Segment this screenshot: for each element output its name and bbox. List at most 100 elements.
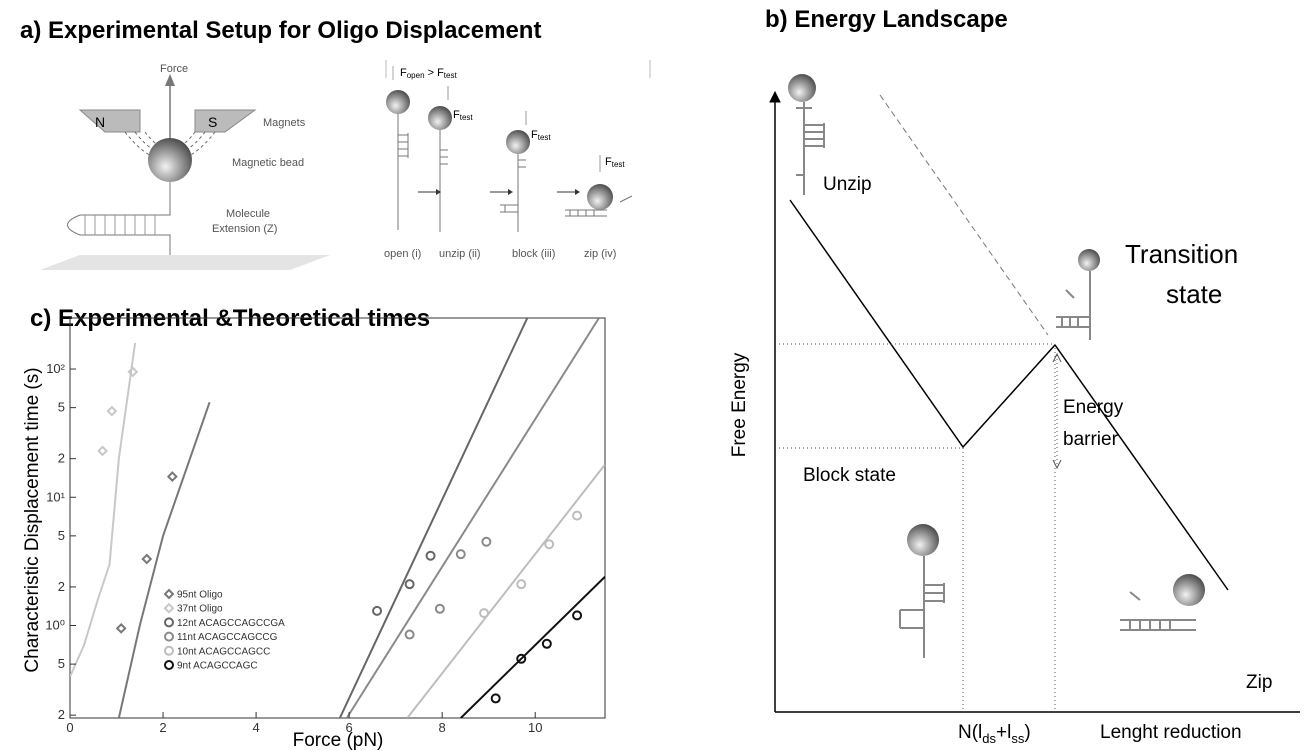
fit-line [460,576,605,718]
symbol: F [400,67,407,79]
y-tick-label: 5 [58,400,65,415]
y-tick-label: 10¹ [46,489,65,504]
legend-marker [164,631,174,642]
y-tick-label: 2 [58,579,65,594]
molecule-label: Molecule [226,208,270,220]
data-point [425,550,436,561]
block-label: Block state [803,465,896,486]
plot-area [70,318,605,718]
data-point [455,549,466,560]
zip-label: Zip [1246,672,1272,693]
symbol: F [453,109,460,121]
force-condition: Fopen > Ftest [400,67,457,80]
subscript: open [407,71,425,80]
f-test-label: Ftest [453,109,473,122]
stage-label: unzip (ii) [439,248,481,260]
stage-label: open (i) [384,248,421,260]
data-point [404,579,415,590]
y-tick-label: 5 [58,656,65,671]
plot-frame [69,317,606,719]
text: ) [1024,722,1030,743]
y-tick-label: 2 [58,451,65,466]
y-axis-label: Characteristic Displacement time (s) [22,367,43,672]
data-point [516,653,527,664]
data-point [404,629,415,640]
distance-label: N(lds+lss) [958,722,1031,746]
unzip-label: Unzip [823,174,872,195]
legend-label: 95nt Oligo [177,590,223,601]
x-tick-label: 6 [346,720,353,735]
data-point [572,610,583,621]
fit-line [338,318,529,718]
force-label: Force [160,63,188,75]
data-point [115,622,127,634]
data-point [541,638,552,649]
data-point [516,579,527,590]
fit-line [70,342,137,677]
symbol: > F [425,67,445,79]
fit-line [117,401,211,718]
symbol: F [531,129,538,141]
subscript: ss [1011,731,1025,746]
data-point [127,366,139,378]
data-point [481,536,492,547]
f-test-label: Ftest [605,156,625,169]
data-point [141,553,153,565]
data-point [490,693,501,704]
transition-label: state [1166,279,1222,309]
transition-label: Transition [1125,239,1238,269]
energy-landscape [769,74,1300,713]
legend-label: 9nt ACAGCCAGC [177,661,258,672]
data-point [166,471,178,482]
subscript: test [538,133,552,142]
stage-label: block (iii) [512,248,555,260]
y-axis-label: Free Energy [729,352,750,457]
magnets-label: Magnets [263,117,306,129]
fit-line [345,318,600,718]
stage-label: zip (iv) [584,248,616,260]
symbol: F [605,156,612,168]
x-tick-label: 8 [439,720,446,735]
legend-marker [164,645,174,656]
y-tick-label: 2 [58,707,65,722]
legend-marker [164,660,174,670]
text: +l [996,722,1011,743]
bead-label: Magnetic bead [232,157,304,169]
legend-marker [163,602,175,614]
panel-b-title: b) Energy Landscape [765,6,1008,33]
data-point [97,445,108,457]
subscript: ds [982,731,996,746]
legend-label: 11nt ACAGCCAGCCG [177,632,278,643]
x-tick-label: 0 [66,720,73,735]
y-tick-label: 5 [58,528,65,543]
x-axis-label: Force (pN) [293,730,384,751]
legend-marker [163,588,175,600]
data-point [544,539,555,550]
x-tick-label: 4 [252,720,259,735]
subscript: test [612,160,626,169]
text: N(l [958,722,982,743]
legend-label: 12nt ACAGCCAGCCGA [177,618,285,629]
extension-label: Extension (Z) [212,223,277,235]
legend-marker [164,617,174,628]
data-point [479,608,490,619]
fit-line [406,463,605,718]
x-axis-label: Lenght reduction [1100,722,1242,743]
panel-a-title: a) Experimental Setup for Oligo Displace… [20,17,541,44]
data-point [434,603,445,614]
subscript: test [460,113,474,122]
data-point [572,510,583,521]
magnet-s: S [208,114,217,130]
y-tick-label: 10⁰ [45,618,65,633]
data-point [106,405,118,417]
x-tick-label: 2 [159,720,166,735]
legend-label: 10nt ACAGCCAGCC [177,646,270,657]
legend-label: 37nt Oligo [177,604,223,615]
y-tick-label: 10² [46,361,65,376]
barrier-label: Energy [1063,397,1124,418]
x-tick-label: 10 [528,720,542,735]
f-test-label: Ftest [531,129,551,142]
subscript: test [444,71,458,80]
magnet-n: N [95,114,105,130]
